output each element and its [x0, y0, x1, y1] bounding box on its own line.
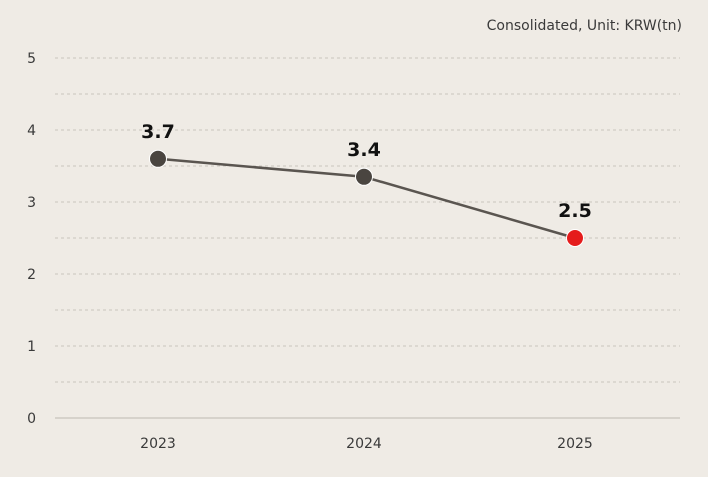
data-label: 3.4 [347, 139, 381, 161]
data-point [566, 229, 584, 247]
series-line-segment [156, 157, 366, 179]
data-label: 3.7 [141, 121, 175, 143]
y-tick-label: 4 [27, 123, 36, 139]
y-tick-label: 3 [27, 195, 36, 211]
x-tick-label: 2023 [140, 436, 176, 452]
data-label: 2.5 [558, 200, 592, 222]
series-line-segment [362, 175, 577, 240]
x-tick-label: 2025 [557, 436, 593, 452]
data-point [149, 149, 167, 168]
y-tick-label: 0 [27, 411, 36, 427]
y-tick-label: 5 [27, 51, 36, 67]
y-tick-label: 1 [27, 339, 36, 355]
unit-note: Consolidated, Unit: KRW(tn) [486, 18, 682, 34]
data-point [355, 167, 373, 186]
y-tick-label: 2 [27, 267, 36, 283]
x-tick-label: 2024 [346, 436, 382, 452]
